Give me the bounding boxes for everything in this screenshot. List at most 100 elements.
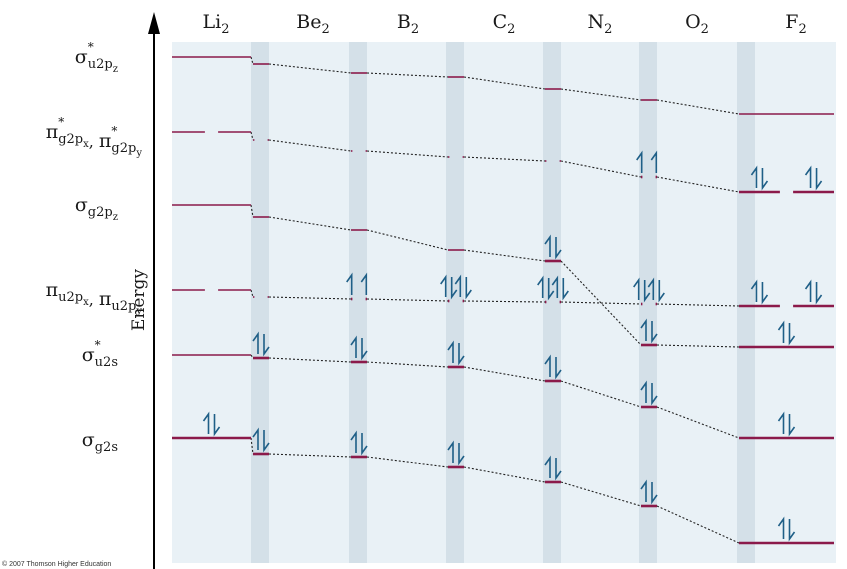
panel-background	[172, 42, 836, 563]
energy-axis-arrowhead	[148, 12, 160, 34]
panel-separator	[251, 42, 269, 563]
level-connector	[560, 88, 642, 101]
electron-up-arrow	[252, 331, 259, 354]
electron-down-arrow	[555, 458, 562, 481]
molecule-label: Li2	[203, 11, 230, 37]
orbital-label: σg2s	[82, 429, 118, 455]
electron-down-arrow	[815, 282, 823, 305]
level-connector	[366, 298, 449, 302]
electron-down-arrow	[555, 237, 562, 260]
electron-up-arrow	[447, 440, 454, 463]
orbital-label: π* g2px, π* g2py	[46, 115, 143, 159]
electron-up-arrow	[202, 411, 210, 434]
level-connector	[268, 139, 352, 152]
level-connector	[463, 366, 546, 382]
panel-separator	[349, 42, 367, 563]
electron-down-arrow	[361, 338, 368, 361]
electron-down-arrow	[465, 277, 472, 300]
electron-down-arrow	[263, 334, 270, 357]
electron-down-arrow	[658, 280, 665, 303]
electron-down-arrow	[651, 383, 658, 406]
electron-up-arrow	[777, 320, 785, 343]
electron-up-arrow	[346, 272, 353, 295]
electron-down-arrow	[788, 414, 796, 437]
level-connector	[250, 289, 254, 298]
level-connector	[656, 344, 740, 348]
electron-up-arrow	[633, 277, 640, 300]
level-connector	[463, 300, 546, 303]
level-connector	[656, 176, 740, 193]
level-connector	[463, 76, 546, 90]
level-connector	[656, 406, 740, 439]
level-connector	[560, 481, 642, 507]
level-connector	[463, 249, 546, 262]
level-connector	[366, 72, 449, 78]
electron-up-arrow	[252, 427, 259, 450]
electron-down-arrow	[562, 278, 569, 301]
electron-up-arrow	[777, 516, 785, 539]
electron-up-arrow	[360, 272, 368, 295]
electron-up-arrow	[804, 279, 812, 302]
electron-up-arrow	[777, 411, 785, 434]
electron-up-arrow	[640, 479, 647, 502]
electron-down-arrow	[361, 433, 368, 456]
orbital-label: πu2px, πu2py	[46, 279, 143, 317]
molecule-label: O2	[685, 11, 709, 37]
electron-down-arrow	[450, 277, 458, 300]
electron-up-arrow	[750, 279, 758, 302]
level-connectors	[250, 56, 740, 544]
level-connector	[250, 56, 254, 65]
electron-down-arrow	[788, 323, 796, 346]
panel-separator	[737, 42, 755, 563]
molecule-label: N2	[588, 11, 613, 37]
level-connector	[366, 456, 449, 468]
electron-up-arrow	[650, 150, 658, 173]
electron-up-arrow	[640, 318, 647, 341]
electron-down-arrow	[788, 519, 796, 542]
molecule-label: Be2	[296, 11, 330, 37]
level-connector	[268, 453, 352, 458]
level-connector	[656, 99, 740, 115]
energy-levels	[172, 56, 834, 545]
electron-up-arrow	[544, 234, 551, 257]
electron-down-arrow	[263, 430, 270, 453]
molecule-label: C2	[493, 11, 516, 37]
level-connector	[560, 301, 642, 305]
panel-separator	[639, 42, 657, 563]
panel-separator	[543, 42, 561, 563]
electron-up-arrow	[551, 275, 559, 298]
electron-down-arrow	[651, 321, 658, 344]
energy-axis-label: Energy	[129, 269, 149, 331]
level-connector	[268, 357, 352, 363]
level-connector	[463, 156, 546, 162]
level-connector	[250, 131, 254, 141]
electron-up-arrow	[350, 335, 357, 358]
level-connector	[268, 296, 352, 300]
level-connector	[366, 150, 449, 158]
electron-down-arrow	[651, 482, 658, 505]
electron-up-arrow	[440, 274, 447, 297]
level-connector	[656, 303, 740, 307]
electron-up-arrow	[447, 340, 454, 363]
electron-up-arrow	[544, 354, 551, 377]
electron-down-arrow	[761, 168, 769, 191]
level-connector	[463, 466, 546, 483]
electron-up-arrow	[647, 277, 655, 300]
level-connector	[366, 229, 449, 251]
level-connector	[560, 160, 642, 178]
electron-up-arrow	[750, 165, 758, 188]
molecule-labels: Li2 Be2 B2 C2 N2 O2 F2	[203, 11, 807, 37]
molecule-label: B2	[397, 11, 419, 37]
orbital-label: σ* u2pz	[75, 40, 118, 75]
electron-up-arrow	[636, 150, 643, 173]
energy-axis: Energy	[129, 12, 160, 569]
level-connector	[250, 354, 254, 359]
level-connector	[656, 505, 740, 544]
orbital-label: σg2pz	[75, 194, 118, 223]
panel-separator	[446, 42, 464, 563]
molecule-panels	[172, 42, 836, 563]
electron-up-arrow	[804, 165, 812, 188]
electron-down-arrow	[458, 343, 465, 366]
electron-down-arrow	[458, 443, 465, 466]
